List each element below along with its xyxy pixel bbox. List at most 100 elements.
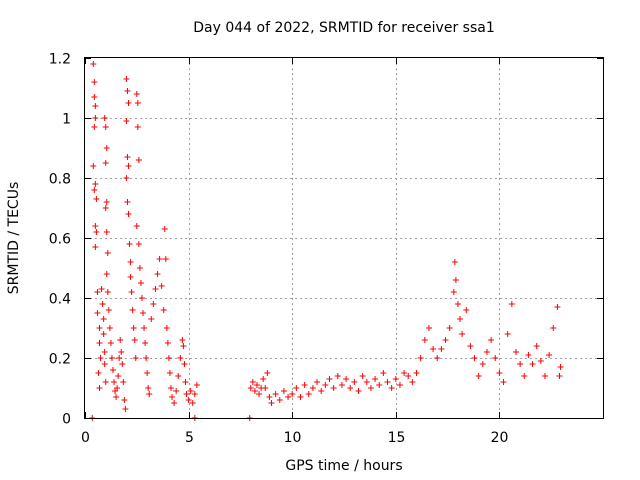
data-point [185, 397, 192, 403]
data-point [380, 370, 387, 376]
data-point [533, 343, 540, 349]
data-point [396, 382, 403, 388]
data-point [141, 325, 148, 331]
data-point [93, 229, 100, 235]
data-point [129, 307, 136, 313]
data-point [161, 226, 168, 232]
data-point [334, 373, 341, 379]
data-point [442, 337, 449, 343]
data-point [550, 325, 557, 331]
data-point [512, 349, 519, 355]
data-point [450, 289, 457, 295]
data-point [144, 370, 151, 376]
data-point [475, 373, 482, 379]
data-point [115, 373, 122, 379]
data-point [180, 343, 187, 349]
data-point [124, 88, 131, 94]
data-point [101, 349, 108, 355]
data-point [91, 187, 98, 193]
data-point [125, 163, 132, 169]
data-point [253, 382, 260, 388]
data-point [417, 355, 424, 361]
data-point [247, 385, 254, 391]
data-point [97, 355, 104, 361]
data-point [182, 379, 189, 385]
data-point [314, 379, 321, 385]
data-point [177, 355, 184, 361]
data-point [113, 394, 120, 400]
data-point [164, 340, 171, 346]
data-point [133, 91, 140, 97]
data-point [131, 337, 138, 343]
data-point [451, 259, 458, 265]
data-point [140, 310, 147, 316]
data-point [96, 385, 103, 391]
data-point [452, 277, 459, 283]
data-point [504, 331, 511, 337]
data-point [148, 316, 155, 322]
data-point [95, 370, 102, 376]
data-points [89, 61, 564, 421]
data-point [105, 307, 112, 313]
data-point [102, 160, 109, 166]
data-point [463, 307, 470, 313]
data-point [179, 337, 186, 343]
data-point [434, 355, 441, 361]
data-point [193, 382, 200, 388]
data-point [136, 265, 143, 271]
data-point [135, 241, 142, 247]
data-point [187, 388, 194, 394]
data-point [183, 391, 190, 397]
data-point [92, 103, 99, 109]
data-point [91, 79, 98, 85]
data-point [305, 391, 312, 397]
data-point [106, 325, 113, 331]
data-point [117, 337, 124, 343]
data-point [301, 382, 308, 388]
data-point [280, 388, 287, 394]
data-point [309, 385, 316, 391]
data-point [297, 394, 304, 400]
data-point [118, 349, 125, 355]
data-point [124, 199, 131, 205]
data-point [256, 391, 263, 397]
data-point [114, 385, 121, 391]
data-point [367, 385, 374, 391]
data-point [96, 325, 103, 331]
data-point [137, 280, 144, 286]
data-point [376, 382, 383, 388]
data-point [171, 400, 178, 406]
x-tick-label: 15 [388, 430, 406, 446]
data-point [125, 100, 132, 106]
data-point [537, 358, 544, 364]
data-point [347, 385, 354, 391]
data-point [541, 373, 548, 379]
data-point [175, 373, 182, 379]
data-point [173, 388, 180, 394]
data-point [446, 325, 453, 331]
data-point [264, 370, 271, 376]
data-point [517, 361, 524, 367]
data-point [92, 244, 99, 250]
data-point [181, 361, 188, 367]
data-point [326, 376, 333, 382]
data-point [103, 145, 110, 151]
data-point [425, 325, 432, 331]
data-point [488, 337, 495, 343]
data-point [260, 376, 267, 382]
x-tick-label: 0 [81, 430, 90, 446]
data-point [103, 229, 110, 235]
data-point [126, 241, 133, 247]
data-point [123, 175, 130, 181]
data-point [102, 379, 109, 385]
data-point [276, 397, 283, 403]
data-point [521, 373, 528, 379]
data-point [138, 295, 145, 301]
data-point [421, 337, 428, 343]
data-point [162, 256, 169, 262]
data-point [127, 259, 134, 265]
grid [85, 58, 603, 418]
data-point [285, 394, 292, 400]
data-point [191, 391, 198, 397]
